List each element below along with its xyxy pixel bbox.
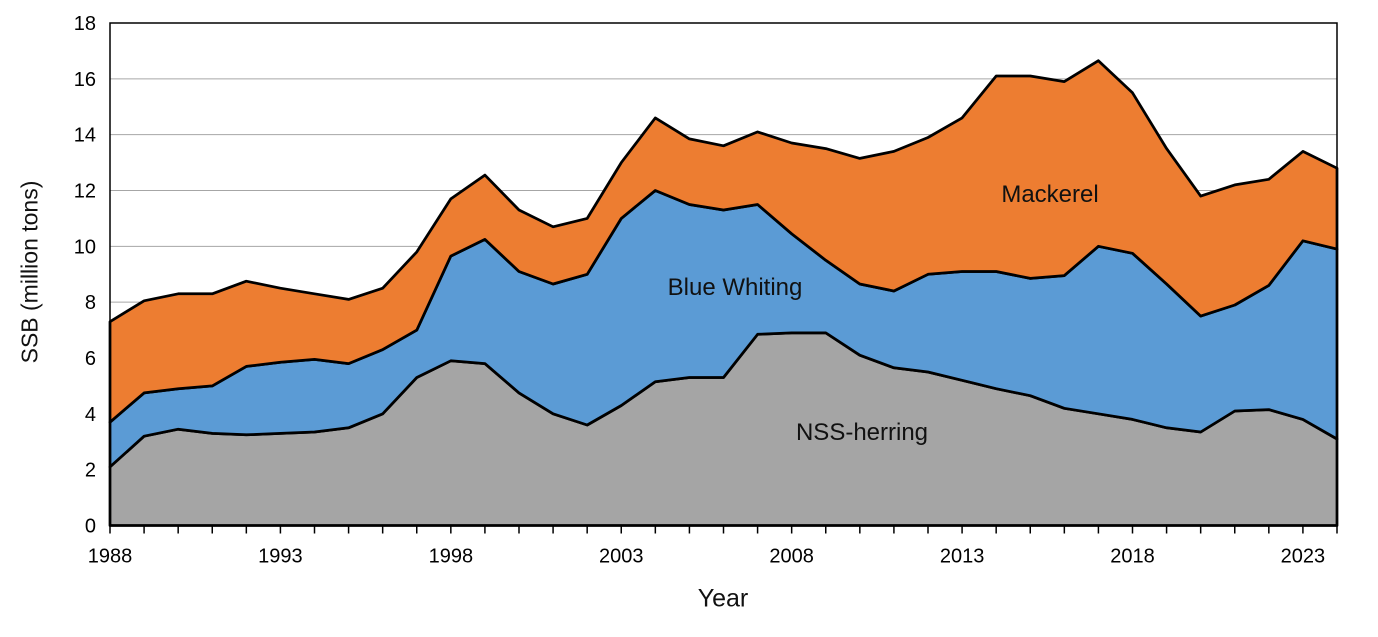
y-tick-label-12: 12 [74, 181, 96, 203]
series-label-mackerel: Mackerel [1001, 181, 1099, 208]
x-tick-label-1998: 1998 [429, 546, 474, 568]
y-tick-label-0: 0 [85, 516, 96, 538]
y-tick-label-10: 10 [74, 236, 96, 258]
x-tick-label-2008: 2008 [769, 546, 814, 568]
y-tick-label-4: 4 [85, 404, 96, 426]
x-tick-label-2003: 2003 [599, 546, 644, 568]
x-tick-label-1988: 1988 [88, 546, 133, 568]
x-tick-label-2023: 2023 [1281, 546, 1326, 568]
y-tick-label-16: 16 [74, 69, 96, 91]
y-tick-label-6: 6 [85, 348, 96, 370]
x-axis-title: Year [697, 584, 749, 613]
x-tick-label-2018: 2018 [1110, 546, 1155, 568]
y-tick-label-18: 18 [74, 13, 96, 35]
y-tick-label-8: 8 [85, 292, 96, 314]
y-tick-label-14: 14 [74, 125, 96, 147]
series-label-blue-whiting: Blue Whiting [667, 274, 803, 301]
x-tick-label-1993: 1993 [258, 546, 303, 568]
y-axis-title: SSB (million tons) [16, 180, 43, 364]
y-tick-label-2: 2 [85, 460, 96, 482]
x-tick-label-2013: 2013 [940, 546, 985, 568]
series-label-nss-herring: NSS-herring [795, 419, 929, 446]
